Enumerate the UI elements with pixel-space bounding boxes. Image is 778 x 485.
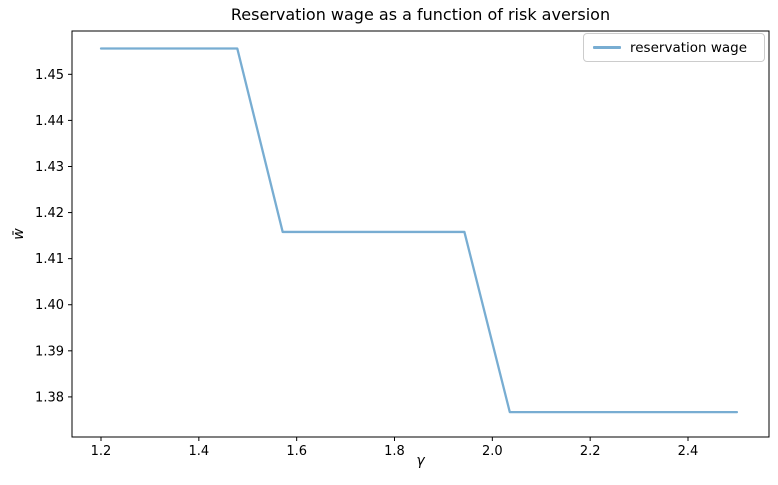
y-tick-label: 1.43: [35, 160, 64, 175]
legend-label: reservation wage: [630, 39, 748, 56]
y-tick-label: 1.40: [35, 298, 64, 313]
y-tick-label: 1.41: [35, 252, 64, 267]
y-tick-label: 1.44: [35, 114, 64, 129]
x-axis-label: γ: [416, 453, 425, 469]
chart-title: Reservation wage as a function of risk a…: [230, 5, 611, 24]
x-tick-label: 2.2: [580, 444, 601, 459]
x-tick-label: 1.4: [188, 444, 209, 459]
reservation-wage-line: [99, 47, 739, 414]
y-tick-label: 1.42: [35, 206, 64, 221]
legend-line-sample: [593, 46, 621, 49]
legend: reservation wage: [583, 33, 765, 62]
x-tick-label: 1.2: [91, 444, 112, 459]
axes-frame: [71, 30, 770, 438]
x-tick-label: 1.6: [286, 444, 307, 459]
y-tick-label: 1.38: [35, 390, 64, 405]
x-tick-label: 2.0: [482, 444, 503, 459]
y-axis-label: w̄: [11, 228, 27, 240]
x-tick-label: 1.8: [384, 444, 405, 459]
y-tick-label: 1.39: [35, 344, 64, 359]
x-tick-label: 2.4: [678, 444, 699, 459]
y-tick-label: 1.45: [35, 68, 64, 83]
